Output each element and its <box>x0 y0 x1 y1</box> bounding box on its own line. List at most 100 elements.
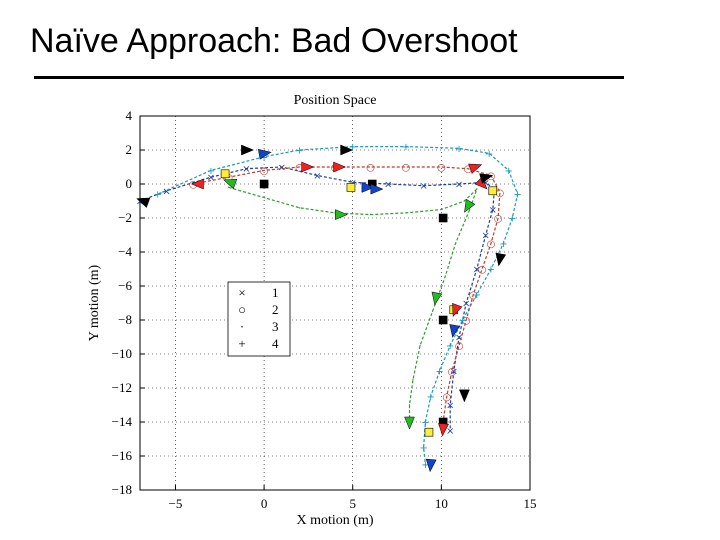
legend-label: 4 <box>272 336 279 351</box>
y-tick-label: −8 <box>118 312 132 327</box>
arrow-marker <box>449 324 461 338</box>
data-point: × <box>313 171 321 182</box>
data-point: · <box>333 208 336 219</box>
series-3: ················· <box>227 183 478 434</box>
data-point: ○ <box>189 180 198 191</box>
data-point: ○ <box>448 367 457 378</box>
square-marker <box>259 179 269 189</box>
arrow-marker <box>340 144 354 156</box>
data-point: + <box>473 290 481 301</box>
arrow-marker <box>464 198 476 213</box>
x-tick-label: −5 <box>169 496 183 511</box>
legend-label: 2 <box>272 302 279 317</box>
title-divider <box>34 76 624 79</box>
series-line <box>139 166 496 431</box>
data-point: + <box>207 166 215 177</box>
arrow-marker <box>370 183 384 195</box>
arrow-markers <box>136 144 507 473</box>
data-point: ○ <box>494 214 503 225</box>
data-point: + <box>154 190 162 201</box>
data-point: ○ <box>366 163 375 174</box>
arrow-marker <box>241 144 255 156</box>
arrow-marker <box>431 291 443 306</box>
x-tick-label: 10 <box>435 496 448 511</box>
data-point: × <box>278 163 286 174</box>
data-point: × <box>462 299 470 310</box>
data-point: + <box>295 146 303 157</box>
x-axis-label: X motion (m) <box>297 513 374 528</box>
data-point: · <box>298 203 301 214</box>
data-point: · <box>227 183 230 194</box>
square-marker <box>220 169 230 179</box>
data-point: · <box>468 205 471 216</box>
slide-title: Naïve Approach: Bad Overshoot <box>30 22 518 60</box>
data-point: · <box>404 208 407 219</box>
data-point: × <box>455 333 463 344</box>
data-point: × <box>455 180 463 191</box>
data-point: · <box>454 239 457 250</box>
series-line <box>157 146 519 465</box>
y-tick-label: 2 <box>126 142 133 157</box>
data-point: ○ <box>487 239 496 250</box>
data-point: ○ <box>260 166 269 177</box>
legend-symbol: · <box>240 319 244 334</box>
arrow-marker <box>136 197 151 208</box>
y-tick-label: −4 <box>118 244 132 259</box>
series-1: ×××××××××××××××××××× <box>136 163 499 438</box>
data-point: ○ <box>437 163 446 174</box>
y-tick-label: −18 <box>112 482 132 497</box>
legend-box <box>227 281 291 357</box>
legend: × 1 ○ 2 · 3 + 4 <box>227 281 291 357</box>
data-point: · <box>418 341 421 352</box>
data-point: · <box>431 307 434 318</box>
arrow-marker <box>474 176 488 190</box>
square-marker <box>438 213 448 223</box>
data-point: · <box>262 193 265 204</box>
data-point: · <box>440 205 443 216</box>
y-tick-label: −2 <box>118 210 132 225</box>
chart-title: Position Space <box>294 93 377 108</box>
series-line <box>228 186 478 428</box>
y-tick-label: −14 <box>112 414 133 429</box>
data-point: × <box>489 205 497 216</box>
data-point: ○ <box>469 290 478 301</box>
data-point: × <box>481 178 489 189</box>
data-point: ○ <box>495 188 504 199</box>
legend-label: 1 <box>272 285 279 300</box>
data-point: × <box>136 197 144 208</box>
data-point: + <box>349 142 357 153</box>
data-point: + <box>458 316 466 327</box>
legend-label: 3 <box>272 319 279 334</box>
y-axis-label: Y motion (m) <box>87 264 102 341</box>
y-tick-label: −16 <box>112 448 133 463</box>
data-point: × <box>473 265 481 276</box>
square-marker <box>438 315 448 325</box>
data-point: + <box>505 166 513 177</box>
data-point: ○ <box>464 164 473 175</box>
data-point: × <box>207 173 215 184</box>
x-tick-label: 0 <box>261 496 268 511</box>
arrow-marker <box>257 149 272 160</box>
series-4: + + + + + + + + + + + + + + + + + + + + + <box>154 142 522 471</box>
y-tick-label: −10 <box>112 346 132 361</box>
series-layer: ××××××××××××××××××××○○○○○○○○○○○○○○○○○○○○… <box>136 142 522 471</box>
data-point: + <box>419 443 427 454</box>
data-point: ○ <box>442 392 451 403</box>
y-tick-label: 0 <box>126 176 133 191</box>
data-point: + <box>455 144 463 155</box>
data-point: ○ <box>462 316 471 327</box>
data-point: ○ <box>224 173 233 184</box>
data-point: + <box>435 367 443 378</box>
data-point: + <box>487 265 495 276</box>
x-tick-label: 5 <box>349 496 356 511</box>
data-point: + <box>421 418 429 429</box>
data-point: + <box>402 142 410 153</box>
data-point: + <box>485 149 493 160</box>
data-point: · <box>463 197 466 208</box>
y-tick-label: −6 <box>118 278 132 293</box>
data-point: · <box>475 185 478 196</box>
data-point: × <box>419 181 427 192</box>
data-point: × <box>481 231 489 242</box>
arrow-marker <box>495 252 507 267</box>
axis-ticks: −5 0 5 10 15 4 2 0 −2 −4 −6 −8 −10 −12 −14 −16 −18 <box>112 108 537 511</box>
